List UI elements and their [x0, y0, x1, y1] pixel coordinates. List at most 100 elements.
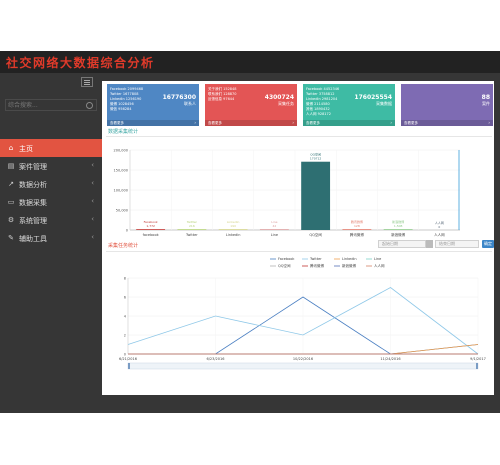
card-line: 其他 1890432	[306, 107, 330, 111]
legend-label: 人人网	[374, 263, 385, 268]
card-line: 关于我们 152848	[208, 87, 237, 91]
chevron-left-icon: ‹	[91, 215, 94, 223]
card-line: Facebook 2099468	[110, 87, 144, 91]
stat-card[interactable]: Facebook 2099468 Twitter 1677808 LinkedIn …	[107, 84, 199, 126]
bar-y-tick: 50,000	[116, 209, 128, 213]
line-y-tick: 0	[124, 353, 126, 357]
chevron-left-icon: ‹	[91, 179, 94, 187]
card-footer[interactable]: 查看更多 ›	[303, 120, 395, 126]
stat-card[interactable]: Facebook 4452346 Twitter 3758812 LinkedIn …	[303, 84, 395, 126]
card-lines: 关于我们 152848 联系我们 128870 反馈信息 97644	[208, 87, 236, 102]
legend-label: 腾讯微博	[310, 263, 324, 268]
bar-value-label: 腾讯微博	[351, 219, 363, 224]
bar-x-tick: Twitter	[185, 233, 198, 237]
zoom-handle-left	[128, 363, 130, 369]
card-label: 采集数据	[376, 101, 392, 106]
section-title-tasks: 采集任务统计	[108, 243, 139, 249]
sidebar-item-1[interactable]: ▤ 案件管理 ‹	[0, 157, 102, 175]
legend-label: Linkedin	[342, 257, 357, 261]
legend-label: Facebook	[278, 257, 295, 261]
arrow-right-icon: ›	[390, 120, 392, 125]
sidebar-item-3[interactable]: ▭ 数据采集 ‹	[0, 193, 102, 211]
sidebar-item-label: 数据分析	[19, 181, 47, 189]
sidebar-item-label: 案件管理	[19, 163, 47, 171]
legend-label: 新浪微博	[342, 263, 356, 268]
card-line: Facebook 4452346	[306, 87, 340, 91]
legend-label: QQ空间	[278, 263, 291, 268]
card-lines: Facebook 4452346 Twitter 3758812 LinkedIn …	[306, 87, 339, 117]
card-value: 176025554	[354, 94, 392, 101]
bar-y-tick: 100,000	[114, 189, 128, 193]
line-y-tick: 4	[124, 315, 127, 319]
card-line: 联系我们 128870	[208, 92, 237, 96]
arrow-right-icon: ›	[292, 120, 294, 125]
line-series	[127, 287, 479, 355]
sidebar-item-0[interactable]: ⌂ 主页	[0, 139, 108, 157]
card-line: Twitter 3758812	[306, 92, 335, 96]
bar-x-tick: 新浪微博	[391, 232, 405, 237]
card-value: 4300724	[264, 94, 294, 101]
sidebar-item-2[interactable]: ↗ 数据分析 ‹	[0, 175, 102, 193]
app-title: 社交网络大数据综合分析	[6, 56, 155, 70]
card-line: 微博 1028456	[110, 102, 134, 106]
bar-chart: 200,000 150,000 100,000 50,000 0 Facebook1,77…	[114, 149, 460, 237]
card-footer[interactable]: 查看更多 ›	[107, 120, 199, 126]
bar-y-tick: 0	[126, 229, 128, 233]
chevron-left-icon: ‹	[91, 197, 94, 205]
bar-x-tick: 人人网	[434, 232, 445, 237]
stat-card[interactable]: 88 案件 查看更多 ›	[401, 84, 493, 126]
card-line: LinkedIn 1256190	[110, 97, 142, 101]
line-chart: Facebook Twitter Linkedin Line QQ空间 腾讯微博 新浪微博 人…	[119, 257, 486, 370]
card-line: 反馈信息 97644	[208, 97, 235, 101]
search-input[interactable]	[8, 100, 84, 110]
title-bar: 社交网络大数据综合分析	[0, 51, 500, 73]
footer-bar	[0, 395, 500, 413]
search-icon[interactable]	[86, 102, 93, 109]
bar-x-tick: facebook	[143, 233, 160, 237]
app-window: 社交网络大数据综合分析 ⌂主页▤案件管理‹↗数据分析‹▭数据采集‹⚙系统管理‹✎…	[0, 51, 500, 413]
card-label: 案件	[482, 101, 490, 106]
bar-value-label: 新浪微博	[392, 219, 404, 224]
home-icon: ⌂	[8, 144, 14, 152]
bar-value-label: Linkedin	[227, 220, 240, 224]
bar-value-label: QQ空间	[310, 152, 321, 157]
dashboard-content: 数据采集统计 200,000 150,000 100,000 50,000 0 Faceb…	[102, 126, 494, 395]
bar-value-label: 42	[272, 224, 276, 228]
menu-toggle-icon[interactable]	[81, 77, 93, 87]
bar-x-tick: 腾讯微博	[350, 232, 364, 237]
main-right-edge	[494, 73, 500, 395]
sidebar-item-5[interactable]: ✎ 辅助工具 ‹	[0, 229, 102, 247]
query-button[interactable]: 确定	[482, 240, 494, 248]
card-footer[interactable]: 查看更多 ›	[401, 120, 493, 126]
arrow-right-icon: ›	[488, 120, 490, 125]
bar-value-label: 190	[230, 224, 236, 228]
chevron-left-icon: ‹	[91, 161, 94, 169]
date-to-input[interactable]: 结束日期	[435, 240, 479, 248]
bar-x-tick: Line	[271, 233, 278, 237]
bar	[177, 229, 207, 230]
card-more-link[interactable]: 查看更多	[208, 121, 222, 125]
card-more-link[interactable]: 查看更多	[110, 121, 124, 125]
main-top-bar	[102, 73, 500, 81]
legend-label: Line	[374, 257, 381, 261]
date-from-input[interactable]: 起始日期	[378, 240, 426, 248]
card-line: LinkedIn 2981204	[306, 97, 338, 101]
line-x-tick: 6/23/2016	[207, 357, 225, 361]
bar-value-label: 1,508	[394, 224, 403, 228]
sidebar-item-label: 系统管理	[19, 217, 47, 225]
bar-y-tick: 200,000	[114, 149, 128, 153]
bar	[301, 161, 331, 230]
sidebar-item-label: 主页	[19, 145, 33, 153]
sidebar-item-4[interactable]: ⚙ 系统管理 ‹	[0, 211, 102, 229]
line-x-tick: 6/21/2016	[119, 357, 137, 361]
bar	[259, 229, 289, 230]
calendar-icon[interactable]	[426, 240, 433, 248]
bar-value-label: Line	[271, 220, 277, 224]
stat-card[interactable]: 关于我们 152848 联系我们 128870 反馈信息 97644 4300724 采…	[205, 84, 297, 126]
card-more-link[interactable]: 查看更多	[306, 121, 320, 125]
card-footer[interactable]: 查看更多 ›	[205, 120, 297, 126]
download-icon: ▭	[7, 198, 15, 206]
card-more-link[interactable]: 查看更多	[404, 121, 418, 125]
card-line: Twitter 1677808	[110, 92, 139, 96]
legend-label: Twitter	[309, 257, 322, 261]
